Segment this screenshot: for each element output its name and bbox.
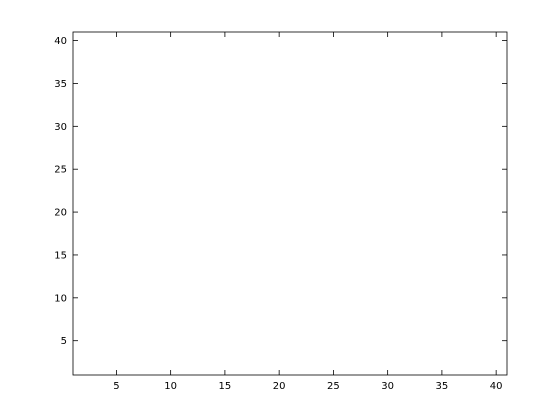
y-tick-label: 5 bbox=[61, 336, 67, 347]
axes-box bbox=[72, 31, 508, 376]
y-tick-label: 35 bbox=[54, 79, 67, 90]
y-tick-label: 25 bbox=[54, 165, 67, 176]
y-tick-label: 20 bbox=[54, 208, 67, 219]
y-tick-label: 40 bbox=[54, 36, 67, 47]
x-tick-label: 10 bbox=[164, 381, 177, 392]
x-tick-label: 5 bbox=[113, 381, 119, 392]
x-tick-label: 30 bbox=[381, 381, 394, 392]
x-tick-label: 40 bbox=[490, 381, 503, 392]
x-tick-label: 25 bbox=[327, 381, 340, 392]
x-tick-label: 20 bbox=[273, 381, 286, 392]
y-tick-label: 10 bbox=[54, 293, 67, 304]
x-tick-label: 15 bbox=[219, 381, 232, 392]
y-tick-label: 15 bbox=[54, 250, 67, 261]
y-tick-label: 30 bbox=[54, 122, 67, 133]
x-tick-label: 35 bbox=[436, 381, 449, 392]
axes: 5 10 15 20 25 30 35 40 5 10 15 20 25 30 35 40 bbox=[54, 31, 508, 392]
